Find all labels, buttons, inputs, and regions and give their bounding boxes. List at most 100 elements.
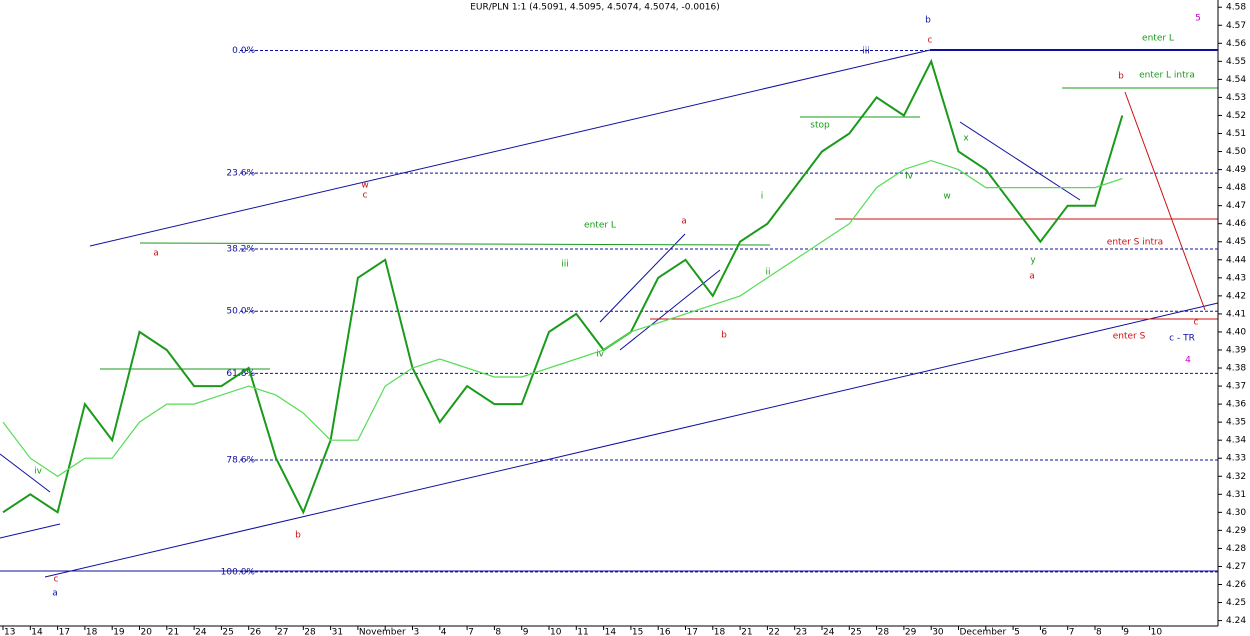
y-tick-label: 4.29 [1226,526,1246,536]
x-tick-label: 9 [1123,628,1129,636]
y-tick-label: 4.31 [1226,490,1246,500]
wave-label: i [761,192,764,202]
wave-label: enter L [1142,34,1174,44]
x-tick-label: 15 [632,628,643,636]
x-tick-label: 10 [550,628,562,636]
x-tick-label: 14 [31,628,43,636]
drawings [0,0,1219,627]
price-line [2,58,1124,515]
x-tick-label: 6 [1041,628,1047,636]
y-tick-label: 4.47 [1226,201,1246,211]
wave-label: c [1194,318,1199,328]
x-tick-label: 30 [932,628,944,636]
channel-line [0,523,61,539]
wave-label: a [153,249,159,259]
x-tick-label: December [960,628,1007,636]
y-tick-label: 4.51 [1226,129,1246,139]
channel-line [959,121,1081,201]
x-tick-label: 23 [796,628,807,636]
price-line [2,159,1123,478]
y-tick-label: 4.58 [1226,3,1246,13]
x-tick-label: 17 [687,628,698,636]
y-tick-label: 4.37 [1226,382,1246,392]
wave-label: a [52,589,58,599]
wave-label: iii [862,47,870,57]
fib-label: 100.0% [221,567,256,577]
x-tick-label: 3 [414,628,420,636]
fib-label: 38.2% [226,244,255,254]
x-tick-label: 8 [1096,628,1102,636]
y-tick-label: 4.43 [1226,273,1246,283]
wave-label: c [928,36,933,46]
wave-label: b [925,16,931,26]
x-tick-label: 29 [905,628,917,636]
x-tick-label: 26 [250,628,262,636]
x-tick-label: 5 [1014,628,1020,636]
y-tick-label: 4.53 [1226,93,1246,103]
wave-label: b [721,331,727,341]
wave-label: b [295,531,301,541]
wave-label: iii [561,260,569,270]
y-tick-label: 4.39 [1226,345,1246,355]
y-tick-label: 4.48 [1226,183,1246,193]
wave-label: enter S intra [1107,238,1163,248]
y-tick-label: 4.38 [1226,364,1246,374]
x-tick-label: 21 [168,628,179,636]
wave-label: iv [905,172,914,182]
wave-label: a [1029,272,1035,282]
y-tick-label: 4.44 [1226,255,1246,265]
wave-label: y [1030,256,1036,266]
y-tick-label: 4.45 [1226,237,1246,247]
x-tick-label: 7 [468,628,474,636]
x-tick-label: 7 [1069,628,1075,636]
chart-title: EUR/PLN 1:1 (4.5091, 4.5095, 4.5074, 4.5… [470,3,720,13]
y-tick-label: 4.24 [1226,616,1246,626]
wave-label: x [963,134,969,144]
y-tick-label: 4.55 [1226,57,1246,67]
x-tick-label: 31 [332,628,343,636]
y-tick-label: 4.42 [1226,291,1246,301]
y-tick-label: 4.49 [1226,165,1246,175]
x-tick-label: 8 [495,628,501,636]
x-tick-label: 16 [659,628,671,636]
x-tick-label: 18 [86,628,98,636]
y-tick-label: 4.35 [1226,418,1246,428]
wave-label: iv [596,350,605,360]
x-tick-label: 20 [141,628,153,636]
y-tick-label: 4.36 [1226,400,1246,410]
channel-line [0,453,51,493]
fib-label: 50.0% [226,307,255,317]
wave-label: a [681,217,687,227]
wave-label: iv [34,467,43,477]
x-tick-label: 9 [523,628,529,636]
wave-label: w [943,192,950,202]
wave-label: 5 [1195,14,1201,24]
channel-line [89,49,931,247]
x-tick-label: 25 [222,628,233,636]
y-tick-label: 4.52 [1226,111,1246,121]
y-tick-label: 4.27 [1226,562,1246,572]
wave-label: w [361,181,368,191]
wave-label: enter S [1113,332,1146,342]
x-tick-label: 13 [4,628,15,636]
x-tick-label: 21 [741,628,752,636]
x-tick-label: 18 [714,628,726,636]
channel-line [44,302,1219,578]
y-tick-label: 4.56 [1226,39,1246,49]
x-tick-label: 4 [441,628,447,636]
fib-label: 78.6% [226,456,255,466]
x-tick-label: 17 [59,628,70,636]
x-tick-label: November [359,628,406,636]
x-tick-label: 10 [1151,628,1163,636]
y-tick-label: 4.54 [1226,75,1246,85]
y-tick-label: 4.46 [1226,219,1246,229]
wave-label: c - TR [1169,334,1195,344]
x-tick-label: 27 [277,628,288,636]
wave-label: c [54,575,59,585]
y-tick-label: 4.25 [1226,598,1246,608]
x-tick-label: 28 [304,628,316,636]
x-tick-label: 24 [195,628,207,636]
x-tick-label: 14 [605,628,617,636]
wave-label: 4 [1185,356,1191,366]
